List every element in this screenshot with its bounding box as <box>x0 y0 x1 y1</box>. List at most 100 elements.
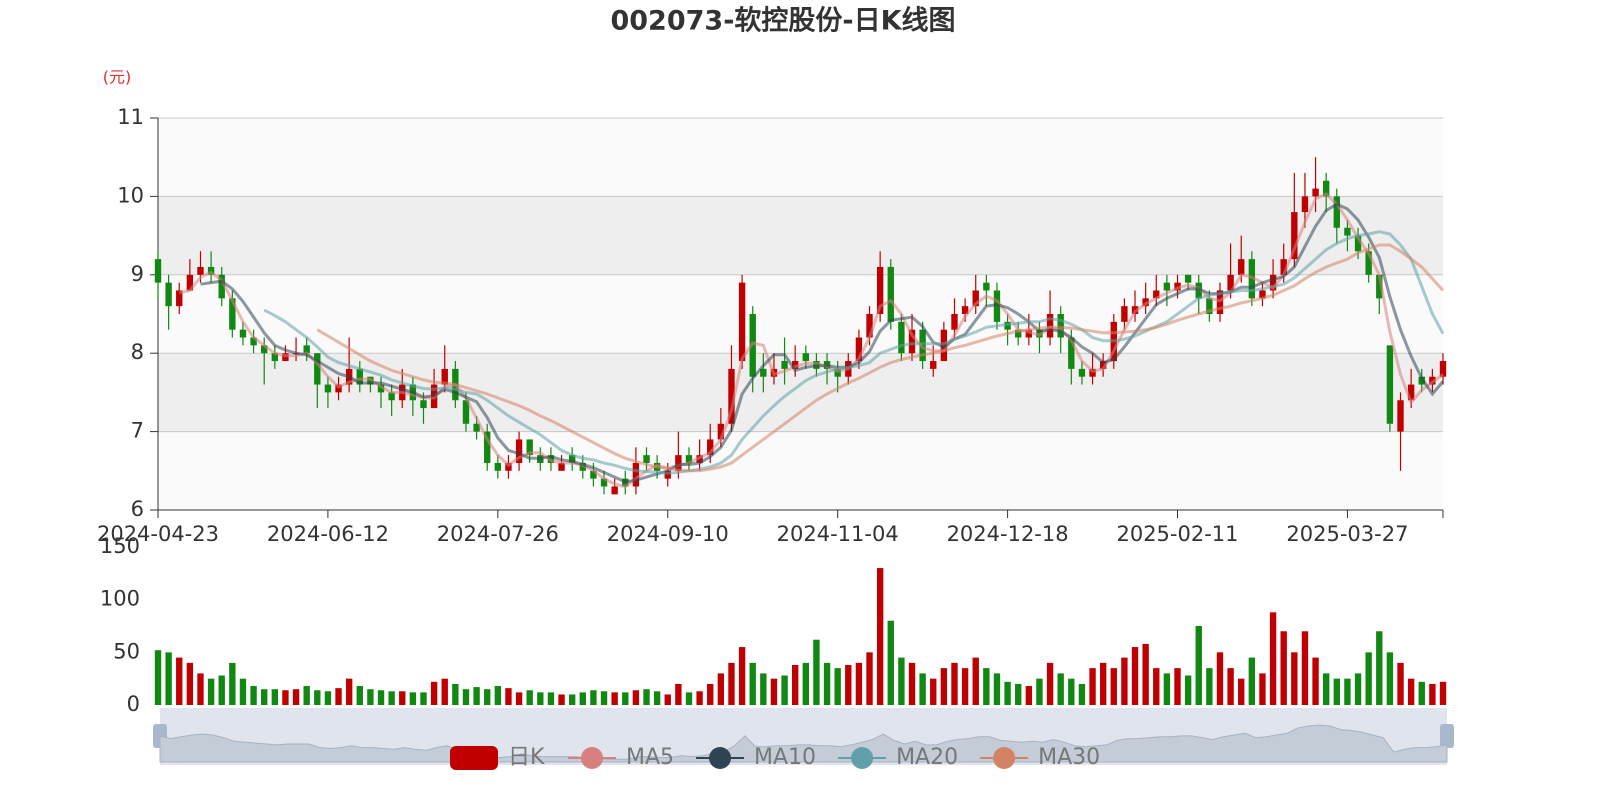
legend-icon <box>581 747 603 769</box>
volume-tick-label: 150 <box>100 534 140 558</box>
volume-bar <box>388 691 395 705</box>
x-tick-label: 2024-04-23 <box>97 522 219 546</box>
candle-body <box>494 462 502 471</box>
candle-body <box>760 368 767 377</box>
candle-body <box>1227 274 1234 291</box>
legend-label[interactable]: MA30 <box>1038 745 1100 770</box>
candle-body <box>1068 337 1075 369</box>
candle-body <box>1206 298 1213 314</box>
candle-body <box>1099 361 1107 369</box>
candle-body <box>229 298 236 330</box>
candle-body <box>1407 384 1415 401</box>
volume-bar <box>282 690 289 705</box>
legend-label[interactable]: MA20 <box>896 745 958 770</box>
candle-body <box>515 439 523 463</box>
volume-bar <box>1227 668 1234 705</box>
volume-bar <box>154 650 162 705</box>
volume-bar <box>685 692 693 705</box>
volume-bar <box>558 694 565 705</box>
candle-body <box>1365 251 1372 275</box>
candle-body <box>1121 306 1128 322</box>
legend-label[interactable]: MA10 <box>754 745 816 770</box>
volume-bar <box>1248 657 1256 705</box>
candle-body <box>568 455 576 463</box>
legend-icon <box>709 747 732 769</box>
candle-body <box>738 282 746 362</box>
volume-bar <box>1163 673 1171 705</box>
volume-bar <box>1333 678 1340 705</box>
volume-bar <box>1269 612 1277 705</box>
volume-bar <box>218 675 225 705</box>
volume-bar <box>717 673 725 705</box>
candle-body <box>526 439 533 456</box>
volume-bar <box>940 668 948 705</box>
candle-body <box>1004 321 1011 330</box>
split-area <box>158 431 1443 510</box>
volume-bar <box>696 691 703 705</box>
candle-body <box>484 431 491 463</box>
candle-body <box>1333 196 1340 228</box>
volume-bar <box>738 647 746 705</box>
volume-bar <box>335 688 342 705</box>
x-tick-label: 2024-09-10 <box>607 522 729 546</box>
volume-bar <box>579 692 586 705</box>
volume-bar <box>908 662 916 705</box>
candle-body <box>855 337 863 362</box>
ma-line <box>200 202 1445 484</box>
candle-body <box>1015 329 1022 338</box>
volume-bar <box>1291 652 1298 705</box>
candle-body <box>282 353 289 362</box>
y-tick-label: 8 <box>131 340 144 364</box>
volume-bar <box>537 692 544 705</box>
volume-bar <box>1322 673 1330 705</box>
candle-body <box>186 274 194 291</box>
candle-body <box>1057 314 1064 338</box>
volume-bar <box>1153 668 1160 705</box>
candle-body <box>1259 290 1266 299</box>
volume-bar <box>1238 678 1245 705</box>
candle-body <box>1439 361 1447 377</box>
candle-body <box>1376 274 1383 299</box>
volume-bar <box>1344 678 1351 705</box>
volume-bar <box>1110 668 1117 705</box>
volume-bar <box>1376 631 1383 705</box>
volume-bar <box>1312 657 1319 705</box>
volume-bar <box>452 683 459 705</box>
volume-bar <box>823 662 831 705</box>
volume-bar <box>1259 673 1266 705</box>
candle-body <box>876 266 884 314</box>
candle-body <box>1078 368 1086 377</box>
candle-body <box>1216 290 1224 314</box>
volume-bar <box>855 662 863 705</box>
candle-body <box>707 439 714 456</box>
volume-bar <box>1142 643 1149 705</box>
legend-label[interactable]: 日K <box>508 745 545 770</box>
volume-bar <box>664 694 671 705</box>
y-unit: (元) <box>103 68 132 87</box>
candle-body <box>993 290 1001 322</box>
volume-bar <box>930 678 937 705</box>
volume-bar <box>622 692 629 705</box>
legend-icon <box>851 747 874 769</box>
x-tick-label: 2024-12-18 <box>947 522 1069 546</box>
volume-bar <box>643 689 650 705</box>
volume-bar <box>707 683 714 705</box>
volume-bar <box>1429 683 1436 705</box>
volume-bar <box>600 691 608 705</box>
candle-body <box>1301 196 1309 213</box>
volume-bar <box>770 678 778 705</box>
legend-label[interactable]: MA5 <box>626 745 674 770</box>
volume-bar <box>515 692 523 705</box>
volume-bar <box>356 686 363 705</box>
volume-bar <box>590 690 597 705</box>
candle-body <box>1312 188 1319 197</box>
x-tick-label: 2025-02-11 <box>1116 522 1238 546</box>
x-tick-label: 2024-06-12 <box>267 522 389 546</box>
candle-body <box>176 290 183 307</box>
candle-body <box>1238 259 1245 275</box>
candle-body <box>664 470 671 479</box>
volume-bar <box>494 686 502 705</box>
volume-bar <box>1184 675 1192 705</box>
volume-bar <box>1025 686 1033 705</box>
zoom-handle-right[interactable] <box>1440 724 1454 748</box>
